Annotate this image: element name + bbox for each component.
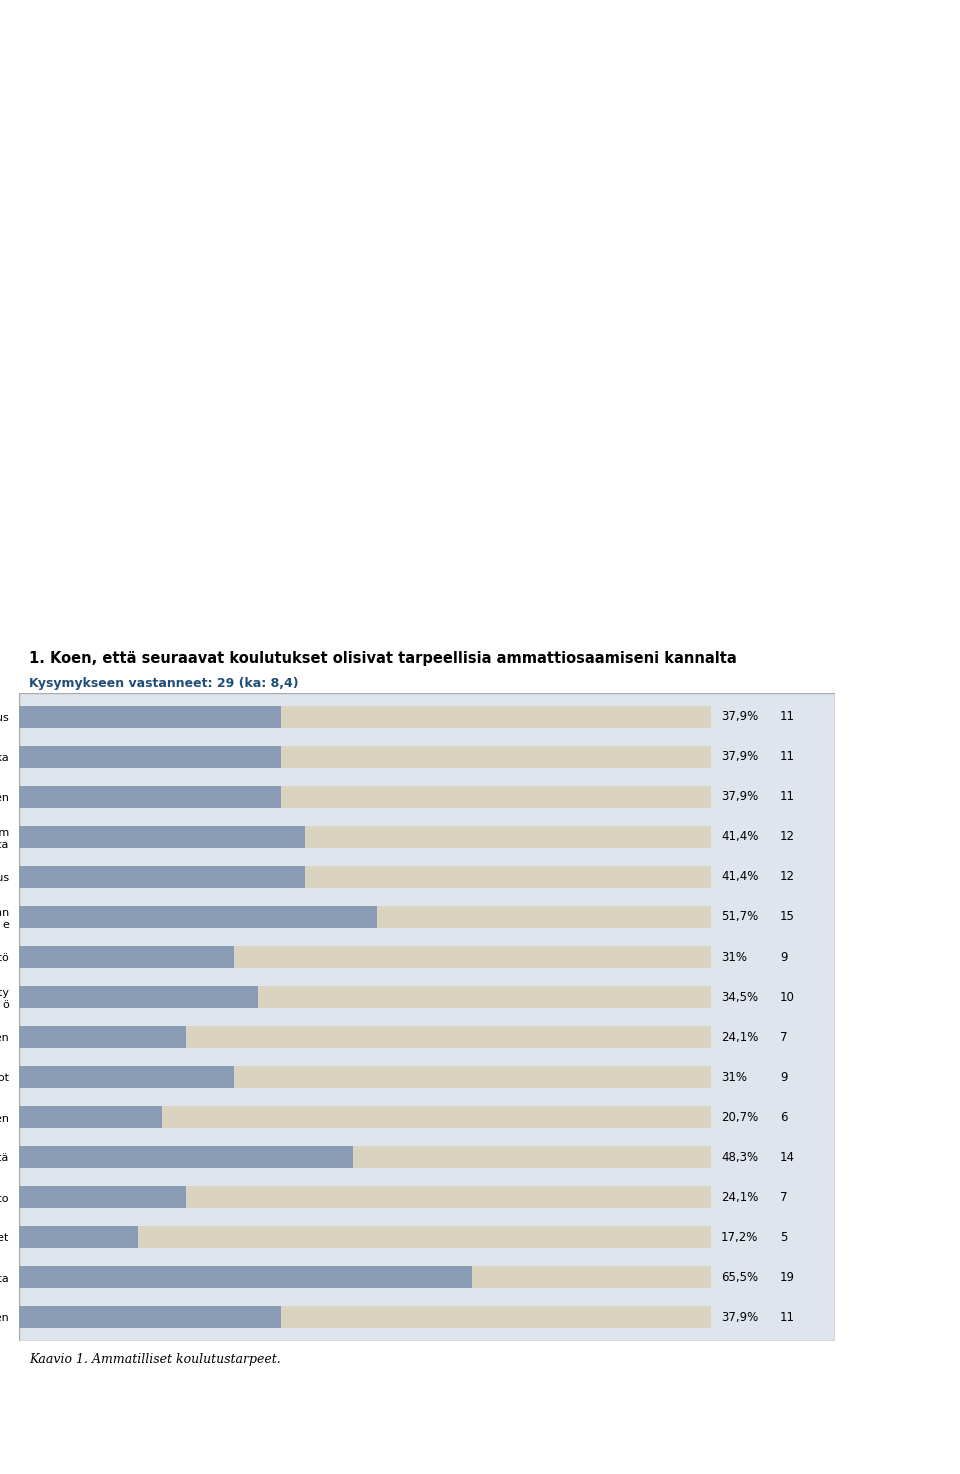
Text: 34,5%: 34,5% bbox=[721, 991, 758, 1004]
Bar bbox=[19, 1147, 353, 1169]
Text: 19: 19 bbox=[780, 1271, 795, 1284]
Bar bbox=[19, 1147, 710, 1169]
Text: 12: 12 bbox=[780, 871, 795, 883]
Bar bbox=[19, 865, 305, 887]
Text: 11: 11 bbox=[780, 750, 795, 764]
Text: 31%: 31% bbox=[721, 951, 747, 964]
Text: 24,1%: 24,1% bbox=[721, 1030, 758, 1044]
Text: 10: 10 bbox=[780, 991, 795, 1004]
Text: 41,4%: 41,4% bbox=[721, 871, 758, 883]
Bar bbox=[19, 1226, 138, 1248]
Bar bbox=[19, 825, 305, 848]
Bar bbox=[19, 1306, 281, 1328]
Text: 24,1%: 24,1% bbox=[721, 1191, 758, 1204]
Bar bbox=[19, 1026, 186, 1048]
Text: 9: 9 bbox=[780, 1070, 787, 1083]
Bar bbox=[19, 1066, 233, 1088]
Text: Kysymykseen vastanneet: 29 (ka: 8,4): Kysymykseen vastanneet: 29 (ka: 8,4) bbox=[29, 677, 299, 690]
Bar bbox=[19, 1187, 710, 1209]
Bar bbox=[19, 1026, 710, 1048]
Bar bbox=[19, 1266, 710, 1288]
Text: 1. Koen, että seuraavat koulutukset olisivat tarpeellisia ammattiosaamiseni kann: 1. Koen, että seuraavat koulutukset olis… bbox=[29, 652, 736, 666]
Bar bbox=[19, 907, 710, 929]
Bar bbox=[19, 706, 281, 728]
Bar bbox=[19, 907, 376, 929]
Text: 51,7%: 51,7% bbox=[721, 911, 758, 924]
Bar bbox=[19, 1306, 710, 1328]
Bar bbox=[19, 746, 281, 768]
Text: 37,9%: 37,9% bbox=[721, 1310, 758, 1324]
Text: 6: 6 bbox=[780, 1110, 787, 1123]
Bar bbox=[19, 946, 233, 968]
Bar bbox=[19, 1187, 186, 1209]
Bar bbox=[19, 946, 710, 968]
Bar bbox=[19, 746, 710, 768]
Text: 41,4%: 41,4% bbox=[721, 830, 758, 843]
Text: 37,9%: 37,9% bbox=[721, 750, 758, 764]
Text: Kaavio 1. Ammatilliset koulutustarpeet.: Kaavio 1. Ammatilliset koulutustarpeet. bbox=[29, 1353, 280, 1366]
Bar bbox=[19, 706, 710, 728]
Text: 7: 7 bbox=[780, 1191, 787, 1204]
Text: 65,5%: 65,5% bbox=[721, 1271, 758, 1284]
Bar bbox=[19, 865, 710, 887]
Bar bbox=[19, 1266, 472, 1288]
Bar bbox=[19, 1106, 710, 1128]
Text: 48,3%: 48,3% bbox=[721, 1151, 758, 1163]
Text: 7: 7 bbox=[780, 1030, 787, 1044]
Text: 37,9%: 37,9% bbox=[721, 710, 758, 724]
Text: 12: 12 bbox=[780, 830, 795, 843]
Text: 5: 5 bbox=[780, 1231, 787, 1244]
Bar bbox=[19, 786, 710, 808]
Text: 17,2%: 17,2% bbox=[721, 1231, 758, 1244]
Text: 37,9%: 37,9% bbox=[721, 790, 758, 803]
Bar bbox=[19, 1226, 710, 1248]
Text: 9: 9 bbox=[780, 951, 787, 964]
Bar bbox=[19, 1066, 710, 1088]
Text: 31%: 31% bbox=[721, 1070, 747, 1083]
Text: 11: 11 bbox=[780, 710, 795, 724]
Bar bbox=[19, 825, 710, 848]
Bar bbox=[19, 986, 710, 1008]
Text: 11: 11 bbox=[780, 790, 795, 803]
Text: 11: 11 bbox=[780, 1310, 795, 1324]
Bar bbox=[19, 786, 281, 808]
Text: 14: 14 bbox=[780, 1151, 795, 1163]
Text: 20,7%: 20,7% bbox=[721, 1110, 758, 1123]
Bar bbox=[19, 1106, 162, 1128]
Bar bbox=[19, 986, 258, 1008]
Text: 15: 15 bbox=[780, 911, 795, 924]
